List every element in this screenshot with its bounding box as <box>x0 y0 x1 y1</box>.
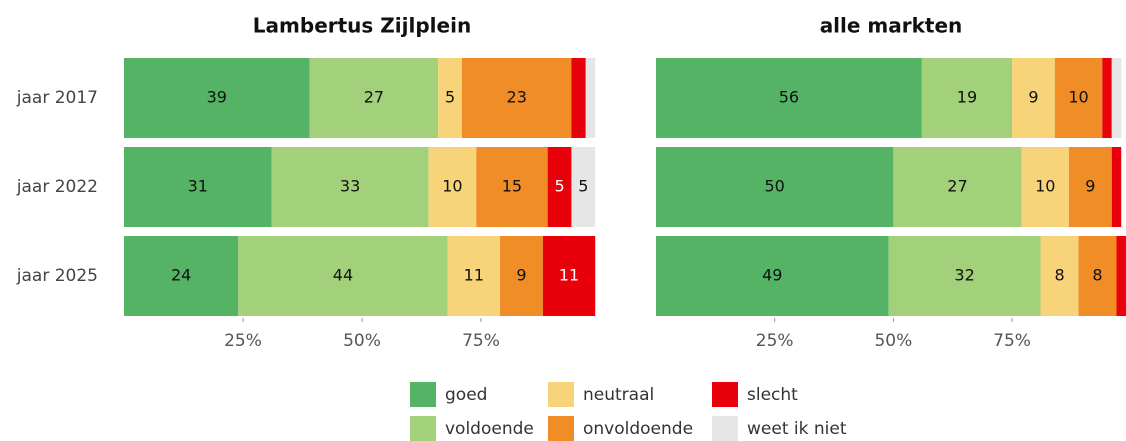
bar-segment: jaar 2022 · voldoende <box>893 147 1022 227</box>
bar-segment: jaar 2025 · goed <box>124 236 239 316</box>
bar-segment: jaar 2017 · weet ik niet <box>585 58 596 138</box>
data-label: 49 <box>762 266 782 285</box>
bar-segment: jaar 2022 · goed <box>124 147 272 227</box>
panel-title: alle markten <box>820 14 963 38</box>
data-label: 5 <box>554 177 564 196</box>
x-tick-label: 50% <box>343 331 381 351</box>
bar-segment: jaar 2022 · weet ik niet <box>571 147 596 227</box>
legend-label: onvoldoende <box>583 419 693 439</box>
data-label: 31 <box>188 177 208 196</box>
data-label: 19 <box>957 88 977 107</box>
bar-segment: jaar 2025 · slecht <box>1116 236 1126 316</box>
bar-segment: jaar 2017 · slecht <box>1102 58 1112 138</box>
data-label: 11 <box>464 266 484 285</box>
data-label: 5 <box>445 88 455 107</box>
data-label: 33 <box>340 177 360 196</box>
legend-label: voldoende <box>445 419 534 439</box>
bar-segment: jaar 2025 · voldoende <box>888 236 1041 316</box>
legend-swatch <box>712 416 738 441</box>
data-label: 8 <box>1092 266 1102 285</box>
bar-segment: jaar 2025 · onvoldoende <box>1078 236 1117 316</box>
bar-segment: jaar 2025 · neutraal <box>1040 236 1079 316</box>
bar-segment: jaar 2022 · neutraal <box>1021 147 1070 227</box>
legend-label: neutraal <box>583 385 654 405</box>
bar-segment: jaar 2017 · voldoende <box>309 58 439 138</box>
bar-segment: jaar 2025 · onvoldoende <box>500 236 543 316</box>
bar-segment: jaar 2022 · neutraal <box>428 147 477 227</box>
bar-segment: jaar 2022 · slecht <box>1111 147 1122 227</box>
bar-segment: jaar 2017 · weet ik niet <box>1111 58 1122 138</box>
data-label: 27 <box>364 88 384 107</box>
legend-swatch <box>548 416 574 441</box>
data-label: 23 <box>507 88 527 107</box>
bar-segment: jaar 2025 · slecht <box>542 236 596 316</box>
data-label: 9 <box>1085 177 1095 196</box>
data-label: 8 <box>1054 266 1064 285</box>
data-label: 15 <box>502 177 522 196</box>
x-tick-label: 25% <box>224 331 262 351</box>
bar-segment: jaar 2017 · goed <box>124 58 310 138</box>
data-label: 50 <box>765 177 785 196</box>
y-tick-label: jaar 2025 <box>16 266 98 286</box>
legend-swatch <box>410 416 436 441</box>
x-tick-label: 75% <box>993 331 1031 351</box>
bar-segment: jaar 2022 · voldoende <box>271 147 429 227</box>
bar-segment: jaar 2017 · onvoldoende <box>1054 58 1103 138</box>
bar-segment: jaar 2025 · goed <box>656 236 889 316</box>
y-tick-label: jaar 2017 <box>16 88 98 108</box>
legend-label: goed <box>445 385 487 405</box>
legend-swatch <box>712 382 738 407</box>
panel-title: Lambertus Zijlplein <box>253 14 471 38</box>
bar-segment: jaar 2017 · neutraal <box>1012 58 1055 138</box>
legend-swatch <box>410 382 436 407</box>
data-label: 56 <box>779 88 799 107</box>
legend-swatch <box>548 382 574 407</box>
data-label: 39 <box>207 88 227 107</box>
data-label: 10 <box>442 177 462 196</box>
x-tick-label: 50% <box>874 331 912 351</box>
x-tick-label: 25% <box>756 331 794 351</box>
bar-segment: jaar 2017 · slecht <box>571 58 586 138</box>
data-label: 11 <box>559 266 579 285</box>
data-label: 9 <box>516 266 526 285</box>
legend-label: weet ik niet <box>747 419 847 439</box>
bar-segment: jaar 2022 · goed <box>656 147 894 227</box>
data-label: 5 <box>578 177 588 196</box>
y-tick-label: jaar 2022 <box>16 177 98 197</box>
bar-segment: jaar 2025 · voldoende <box>238 236 448 316</box>
data-label: 44 <box>333 266 353 285</box>
bar-segment: jaar 2022 · onvoldoende <box>476 147 548 227</box>
data-label: 10 <box>1035 177 1055 196</box>
data-label: 32 <box>954 266 974 285</box>
bar-segment: jaar 2025 · neutraal <box>447 236 501 316</box>
data-label: 10 <box>1068 88 1088 107</box>
bar-segment: jaar 2017 · voldoende <box>921 58 1013 138</box>
bar-segment: jaar 2017 · neutraal <box>438 58 462 138</box>
bar-segment: jaar 2017 · goed <box>656 58 922 138</box>
bar-segment: jaar 2017 · onvoldoende <box>461 58 572 138</box>
bar-segment: jaar 2022 · onvoldoende <box>1069 147 1112 227</box>
data-label: 27 <box>947 177 967 196</box>
data-label: 9 <box>1028 88 1038 107</box>
data-label: 24 <box>171 266 191 285</box>
legend-label: slecht <box>747 385 798 405</box>
bar-segment: jaar 2022 · slecht <box>547 147 572 227</box>
x-tick-label: 75% <box>462 331 500 351</box>
